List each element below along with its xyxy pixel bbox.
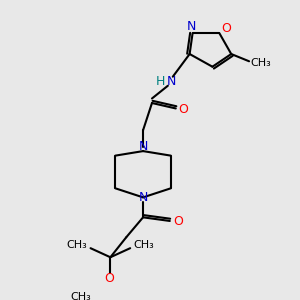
Text: O: O (104, 272, 114, 285)
Text: O: O (179, 103, 189, 116)
Text: CH₃: CH₃ (66, 241, 87, 250)
Text: CH₃: CH₃ (70, 292, 91, 300)
Text: CH₃: CH₃ (134, 241, 154, 250)
Text: N: N (138, 140, 148, 153)
Text: O: O (173, 215, 183, 228)
Text: N: N (187, 20, 196, 33)
Text: N: N (138, 191, 148, 204)
Text: O: O (221, 22, 231, 35)
Text: H: H (156, 75, 166, 88)
Text: CH₃: CH₃ (250, 58, 271, 68)
Text: N: N (167, 75, 176, 88)
